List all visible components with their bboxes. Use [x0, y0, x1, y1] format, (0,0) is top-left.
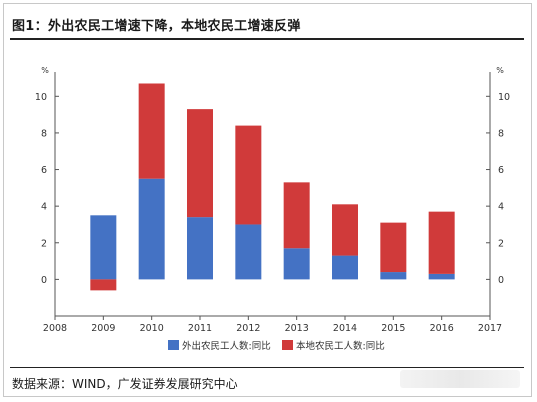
bar-2010-series-1	[138, 178, 165, 280]
bar-2013-series-1	[283, 248, 310, 280]
bar-2010-series-2	[138, 83, 165, 179]
bar-2009-series-2	[90, 279, 117, 291]
x-tick-label: 2015	[381, 323, 405, 334]
x-tick-label: 2009	[91, 323, 115, 334]
bars-group	[90, 83, 455, 291]
y-tick-label-left: 10	[35, 92, 47, 103]
bar-2009-series-1	[90, 215, 117, 280]
bar-2016-series-2	[428, 211, 455, 274]
y-tick-label-right: 0	[498, 275, 504, 286]
y-tick-label-left: 6	[41, 165, 47, 176]
source-rule	[10, 367, 524, 368]
y-tick-label-right: 10	[498, 92, 510, 103]
x-tick-label: 2012	[236, 323, 260, 334]
bar-2016-series-1	[428, 273, 455, 280]
figure-frame	[3, 3, 532, 397]
y-unit-label-left: %	[41, 66, 49, 75]
x-tick-label: 2017	[478, 323, 502, 334]
legend-label-1: 外出农民工人数:同比	[182, 340, 271, 352]
source-note: 数据来源：WIND，广发证券发展研究中心	[12, 377, 238, 391]
y-tick-label-right: 2	[498, 238, 504, 249]
figure-title: 图1：外出农民工增速下降，本地农民工增速反弹	[12, 19, 301, 34]
bar-2011-series-1	[187, 217, 213, 280]
bar-2012-series-2	[235, 125, 262, 225]
bar-2014-series-2	[332, 204, 358, 256]
y-tick-label-right: 6	[498, 165, 504, 176]
y-tick-label-right: 4	[498, 202, 504, 213]
y-tick-label-left: 8	[41, 128, 47, 139]
x-tick-label: 2011	[188, 323, 212, 334]
y-tick-label-left: 2	[41, 238, 47, 249]
bar-2012-series-1	[235, 224, 262, 280]
watermark-blur	[400, 370, 520, 388]
y-tick-label-left: 0	[41, 275, 47, 286]
x-tick-label: 2014	[333, 323, 357, 334]
legend-swatch-2	[282, 340, 293, 350]
y-unit-label-right: %	[496, 66, 504, 75]
y-tick-label-right: 8	[498, 128, 504, 139]
title-rule	[10, 38, 524, 40]
x-tick-label: 2008	[43, 323, 67, 334]
legend-group: 外出农民工人数:同比 本地农民工人数:同比	[168, 340, 385, 352]
bar-2014-series-1	[332, 255, 358, 280]
bar-2011-series-2	[187, 109, 213, 218]
bar-2015-series-1	[380, 272, 407, 280]
bar-2013-series-2	[283, 182, 310, 249]
y-tick-label-left: 4	[41, 202, 47, 213]
bar-2015-series-2	[380, 222, 407, 273]
x-tick-label: 2016	[430, 323, 454, 334]
legend-swatch-1	[168, 340, 179, 350]
axes-group: % % 0 0 2 2 4 4 6 6 8 8 10 10 2008 2009 2010 2011 2012 2013…	[35, 66, 510, 334]
x-tick-label: 2010	[140, 323, 164, 334]
x-tick-label: 2013	[285, 323, 309, 334]
legend-label-2: 本地农民工人数:同比	[296, 340, 385, 352]
